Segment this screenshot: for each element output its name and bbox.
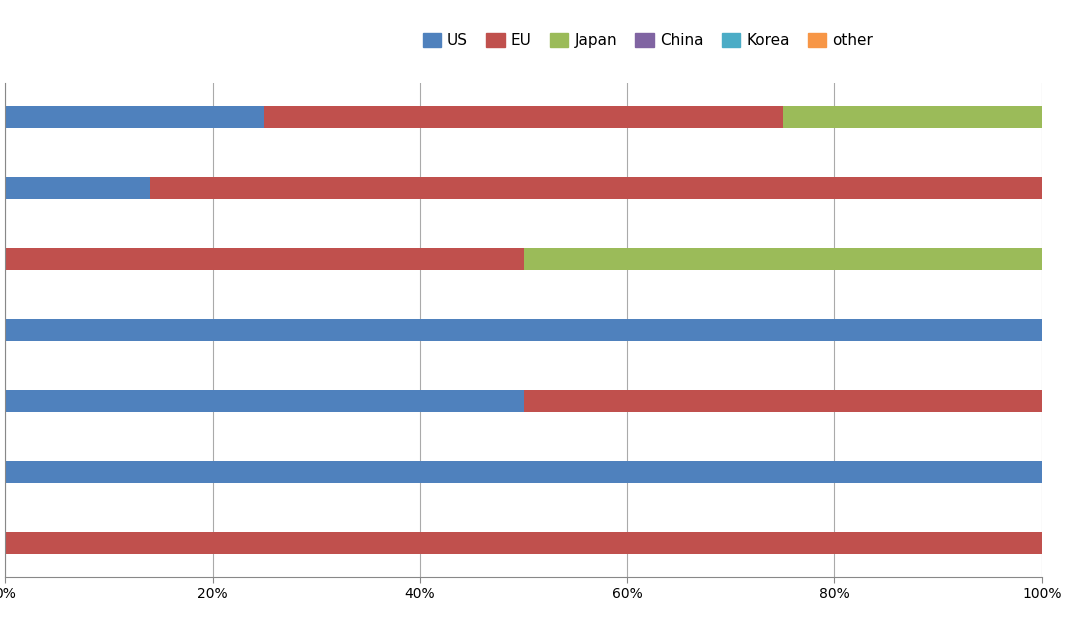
Bar xyxy=(150,177,1042,199)
Bar xyxy=(524,390,1042,412)
Bar xyxy=(5,461,1042,483)
Bar xyxy=(5,248,524,271)
Bar xyxy=(5,177,150,199)
Bar xyxy=(783,106,1042,128)
Bar xyxy=(5,390,524,412)
Bar xyxy=(5,319,1042,342)
Bar xyxy=(264,106,783,128)
Bar xyxy=(5,532,1042,554)
Bar xyxy=(524,248,1042,271)
Legend: US, EU, Japan, China, Korea, other: US, EU, Japan, China, Korea, other xyxy=(417,27,880,54)
Bar xyxy=(5,106,264,128)
